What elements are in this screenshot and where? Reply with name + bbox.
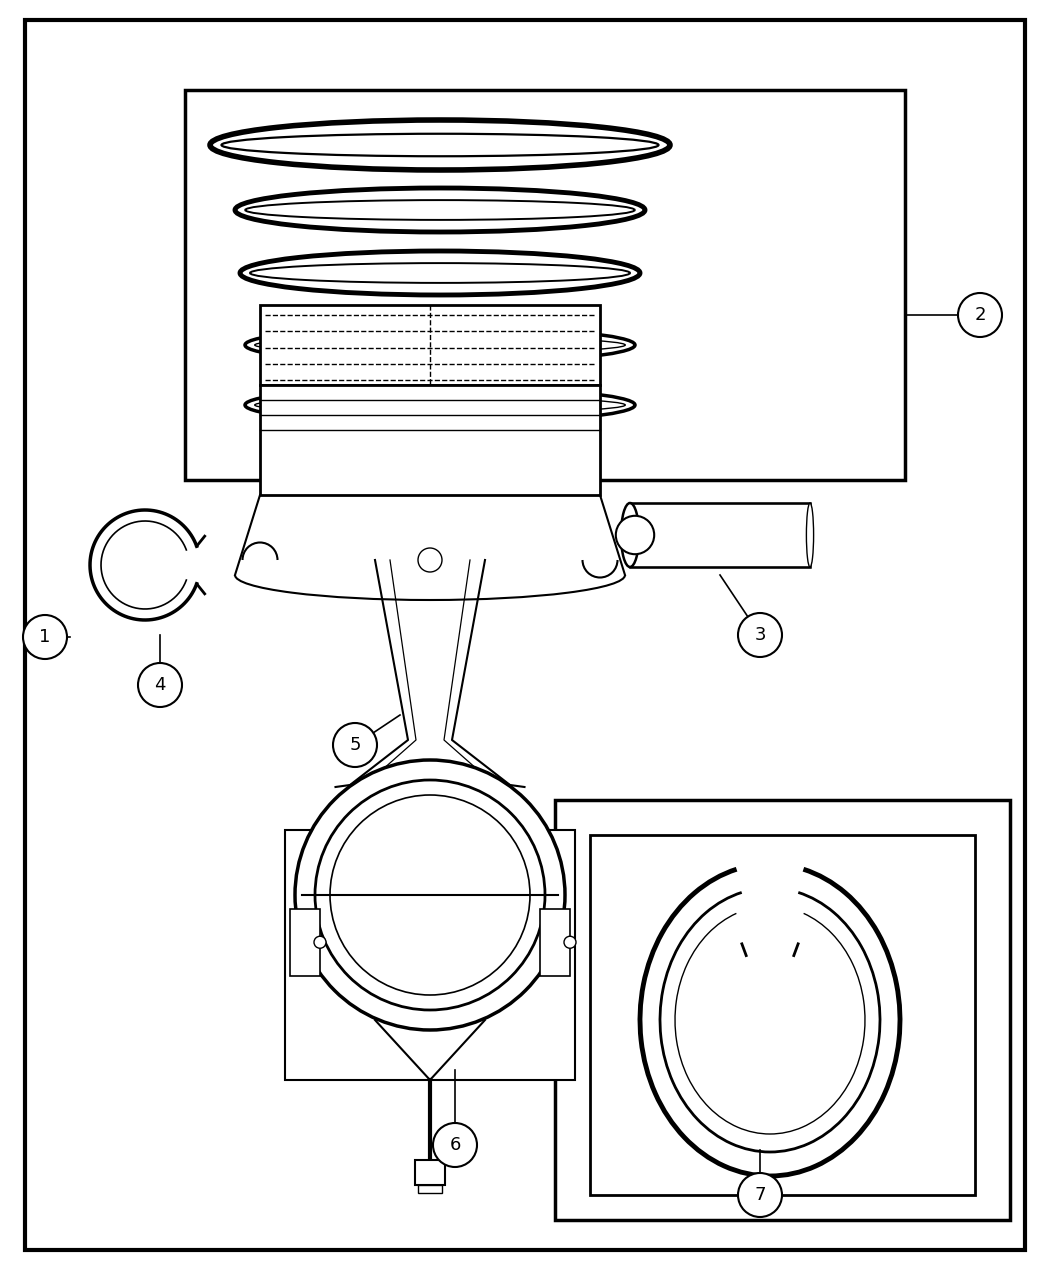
- Bar: [418, 1184, 442, 1193]
- Bar: [555, 799, 1010, 1220]
- Ellipse shape: [210, 120, 670, 170]
- Bar: [185, 91, 905, 479]
- Ellipse shape: [245, 326, 635, 363]
- Polygon shape: [336, 785, 525, 787]
- Text: 3: 3: [754, 626, 765, 644]
- Circle shape: [138, 663, 182, 708]
- Text: 7: 7: [754, 1186, 765, 1204]
- Polygon shape: [375, 1020, 485, 1080]
- Circle shape: [615, 516, 654, 555]
- Ellipse shape: [240, 251, 640, 295]
- Circle shape: [738, 1173, 782, 1218]
- Ellipse shape: [255, 397, 625, 413]
- Bar: [260, 385, 600, 495]
- Ellipse shape: [222, 134, 658, 157]
- Text: 6: 6: [449, 1136, 461, 1154]
- Text: 5: 5: [350, 736, 361, 754]
- Bar: [540, 909, 570, 975]
- Circle shape: [295, 760, 565, 1030]
- Ellipse shape: [250, 263, 630, 283]
- Ellipse shape: [255, 337, 625, 353]
- Bar: [630, 504, 810, 567]
- Bar: [285, 830, 575, 1080]
- Circle shape: [330, 796, 530, 994]
- Ellipse shape: [806, 504, 814, 567]
- Ellipse shape: [246, 200, 635, 219]
- Text: 2: 2: [974, 306, 986, 324]
- Circle shape: [433, 1123, 477, 1167]
- Circle shape: [314, 936, 326, 949]
- Circle shape: [315, 780, 545, 1010]
- Circle shape: [23, 615, 67, 659]
- Text: 1: 1: [39, 629, 50, 646]
- Bar: [415, 1160, 445, 1184]
- Circle shape: [418, 548, 442, 572]
- Bar: [290, 909, 320, 975]
- Circle shape: [738, 613, 782, 657]
- Bar: [590, 835, 975, 1195]
- Text: 4: 4: [154, 676, 166, 694]
- Circle shape: [564, 936, 576, 949]
- Ellipse shape: [245, 388, 635, 423]
- Ellipse shape: [621, 504, 639, 567]
- Ellipse shape: [235, 187, 645, 232]
- Bar: [260, 305, 600, 385]
- Circle shape: [958, 293, 1002, 337]
- Circle shape: [333, 723, 377, 768]
